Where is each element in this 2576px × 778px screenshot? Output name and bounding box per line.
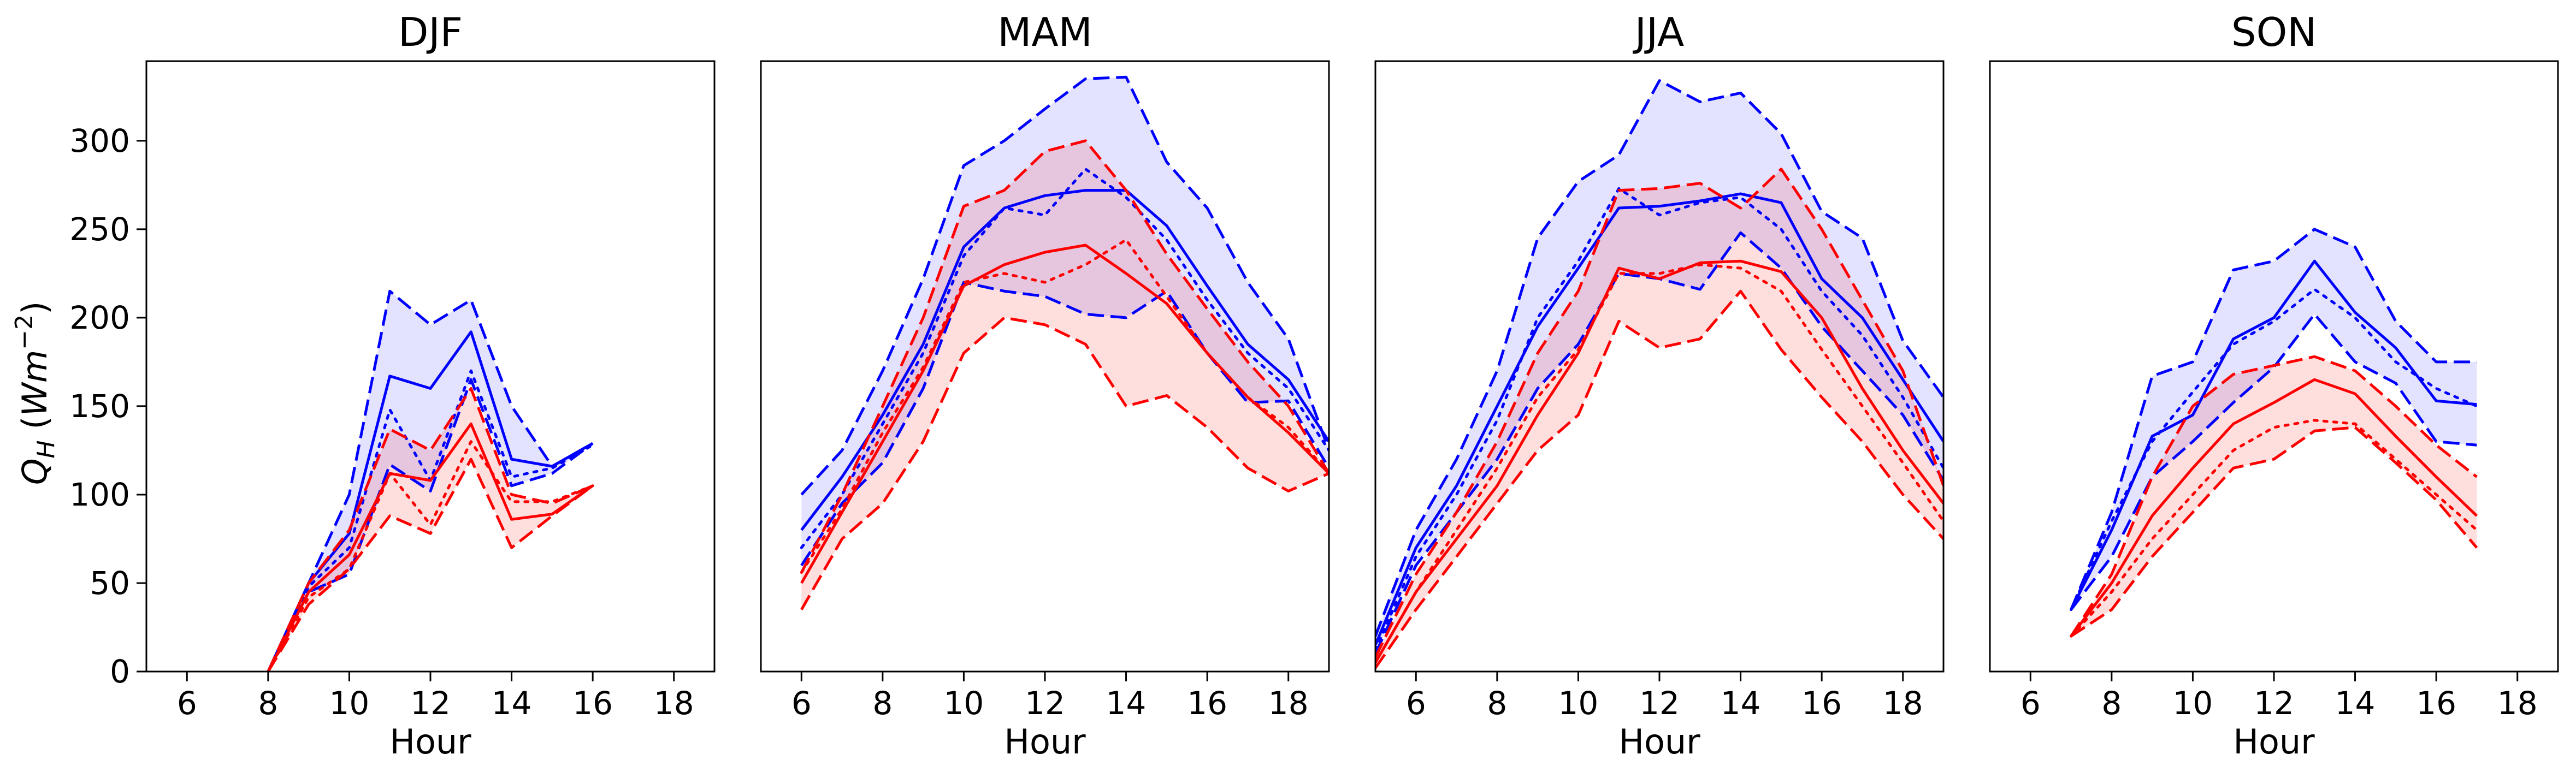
red-range-band — [268, 388, 593, 672]
x-tick-label: 8 — [2101, 685, 2122, 722]
panel-son: 6 8 10 12 14 16 18 Hour SON — [1989, 9, 2559, 762]
x-tick-label: 16 — [1187, 685, 1227, 722]
x-tick-label: 16 — [2416, 685, 2456, 722]
x-tick-label: 14 — [1106, 685, 1147, 722]
x-tick-label: 12 — [2254, 685, 2294, 722]
x-tick-label: 18 — [654, 685, 694, 722]
y-tick-label: 150 — [69, 388, 130, 425]
x-tick-label: 18 — [1883, 685, 1923, 722]
red-dashed-line — [267, 387, 594, 672]
red-solid-line — [1375, 259, 1943, 664]
panel-title: MAM — [997, 9, 1092, 55]
blue-dotted-line — [1375, 187, 1943, 652]
x-tick-label: 10 — [329, 685, 370, 722]
red-dashed-line — [800, 316, 1329, 610]
x-tick-label: 16 — [1801, 685, 1842, 722]
panel-title: DJF — [398, 9, 463, 55]
x-tick-label: 6 — [2020, 685, 2041, 722]
red-solid-line — [2070, 378, 2478, 637]
red-dashed-line — [267, 458, 594, 672]
x-axis-label: Hour — [1004, 722, 1086, 762]
red-dotted-line — [2070, 419, 2478, 638]
blue-dashed-line — [267, 289, 594, 672]
x-tick-label: 18 — [2497, 685, 2538, 722]
blue-dashed-line — [2070, 228, 2477, 610]
red-range-band — [2071, 357, 2477, 637]
red-dashed-line — [1375, 168, 1943, 658]
y-tick-label: 0 — [110, 653, 130, 690]
blue-dotted-line — [2070, 288, 2478, 611]
panel-title: JJA — [1633, 9, 1684, 55]
y-tick-label: 200 — [69, 299, 130, 336]
red-dashed-line — [2070, 355, 2478, 637]
panel-djf: 6 8 10 12 14 16 18 0 50 100 150 200 250 300 Hour DJF — [69, 9, 716, 762]
x-tick-label: 14 — [2335, 685, 2376, 722]
y-tick-label: 100 — [69, 476, 130, 513]
blue-dashed-line — [2070, 312, 2477, 611]
x-axis-label: Hour — [389, 722, 471, 762]
plot-area — [800, 75, 1329, 610]
blue-range-band — [2071, 229, 2477, 610]
x-tick-label: 12 — [1025, 685, 1065, 722]
blue-range-band — [801, 77, 1329, 566]
blue-dashed-line — [800, 281, 1329, 566]
panel-mam: 6 8 10 12 14 16 18 Hour MAM — [760, 9, 1330, 762]
panel-title: SON — [2231, 9, 2317, 55]
x-tick-label: 8 — [872, 685, 893, 722]
blue-solid-line — [800, 189, 1329, 531]
x-tick-label: 6 — [1406, 685, 1426, 722]
y-tick-label: 50 — [90, 565, 130, 602]
x-tick-label: 12 — [410, 685, 451, 722]
x-tick-label: 10 — [1558, 685, 1599, 722]
red-dashed-line — [800, 139, 1329, 573]
red-dashed-line — [2070, 426, 2478, 638]
y-tick-label: 300 — [69, 122, 130, 159]
x-tick-label: 8 — [1487, 685, 1507, 722]
plot-area — [267, 289, 594, 672]
x-tick-label: 10 — [944, 685, 984, 722]
blue-dashed-line — [1375, 79, 1943, 637]
blue-dashed-line — [800, 75, 1329, 496]
x-tick-label: 16 — [572, 685, 613, 722]
y-tick-label: 250 — [69, 211, 130, 248]
x-tick-label: 14 — [1721, 685, 1761, 722]
red-dotted-line — [1375, 263, 1943, 664]
red-solid-line — [267, 422, 594, 672]
panel-jja: 6 8 10 12 14 16 18 Hour JJA — [1374, 9, 1945, 762]
x-tick-label: 12 — [1639, 685, 1680, 722]
blue-solid-line — [1375, 192, 1943, 646]
x-axis-label: Hour — [2233, 722, 2315, 762]
blue-dotted-line — [800, 168, 1329, 549]
x-axis-label: Hour — [1618, 722, 1700, 762]
x-tick-label: 14 — [492, 685, 532, 722]
x-tick-label: 10 — [2173, 685, 2213, 722]
blue-range-band — [1375, 80, 1943, 654]
red-dotted-line — [800, 238, 1329, 574]
plot-area — [2070, 228, 2478, 638]
x-tick-label: 6 — [791, 685, 812, 722]
plot-area — [1375, 79, 1943, 669]
x-tick-label: 6 — [177, 685, 197, 722]
y-axis-label: QH (Wm−2) — [10, 301, 60, 485]
x-tick-label: 18 — [1268, 685, 1309, 722]
blue-dashed-line — [267, 378, 594, 672]
x-tick-label: 8 — [258, 685, 278, 722]
